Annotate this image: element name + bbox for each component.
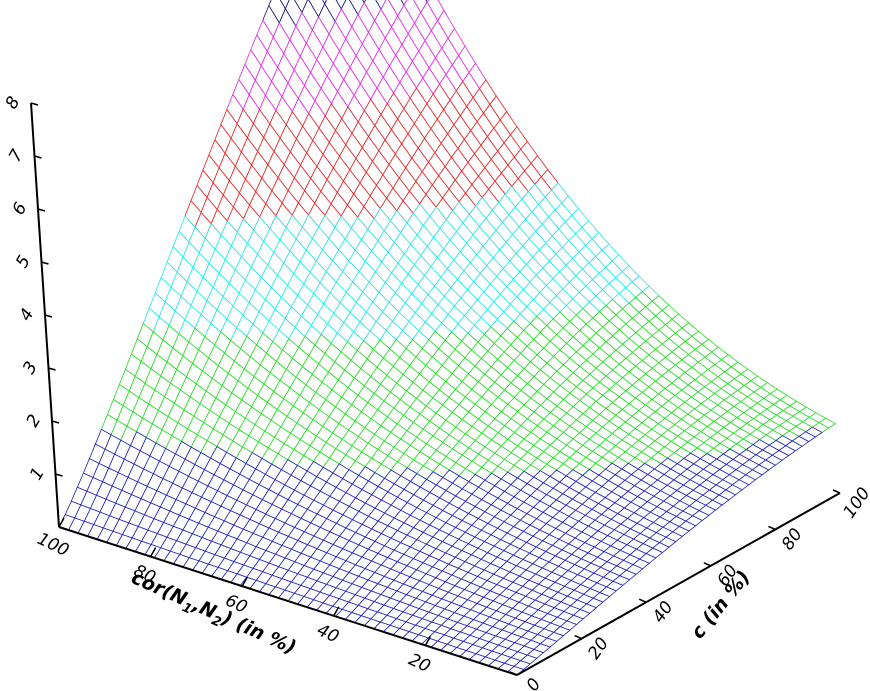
z-axis-tick xyxy=(37,208,46,212)
y-tick-label: 20 xyxy=(584,634,613,663)
y-axis-line xyxy=(516,492,841,676)
z-tick-label: 8 xyxy=(2,93,25,113)
x-axis-line xyxy=(58,526,518,676)
z-axis-tick xyxy=(34,155,42,159)
z-axis-tick xyxy=(51,420,60,424)
z-axis-tick xyxy=(30,102,39,106)
z-tick-label: 6 xyxy=(9,199,32,219)
z-axis-tick xyxy=(55,473,63,477)
y-axis-tick xyxy=(703,562,712,567)
x-axis-tick xyxy=(333,606,340,617)
z-tick-label: 2 xyxy=(23,411,46,430)
y-axis-tick xyxy=(574,634,582,640)
x-axis-tick xyxy=(241,576,248,587)
z-tick-label: 1 xyxy=(26,464,49,483)
z-tick-label: 3 xyxy=(19,358,42,377)
z-tick-label: 5 xyxy=(12,252,35,271)
y-axis-tick xyxy=(509,671,518,676)
y-tick-label: 0 xyxy=(523,675,546,691)
z-axis-tick xyxy=(41,261,49,265)
x-tick-label: 40 xyxy=(314,620,342,647)
y-axis-tick xyxy=(832,489,841,494)
y-axis-tick xyxy=(638,598,647,603)
surface-cell xyxy=(400,0,408,6)
z-tick-label: 4 xyxy=(16,305,39,324)
x-tick-label: 100 xyxy=(34,529,72,561)
surface-cell xyxy=(279,0,290,10)
y-axis-tick xyxy=(768,525,776,531)
surface-mesh xyxy=(58,0,837,676)
y-tick-label: 80 xyxy=(778,525,807,554)
x-axis-tick xyxy=(149,547,157,557)
y-tick-label: 100 xyxy=(840,484,870,522)
y-tick-label: 40 xyxy=(649,598,678,627)
z-axis-tick xyxy=(44,314,53,318)
z-tick-label: 7 xyxy=(5,146,28,166)
x-tick-label: 20 xyxy=(405,650,433,677)
z-axis-tick xyxy=(48,367,56,371)
x-axis-tick xyxy=(424,636,432,646)
x-axis-tick xyxy=(58,517,65,528)
